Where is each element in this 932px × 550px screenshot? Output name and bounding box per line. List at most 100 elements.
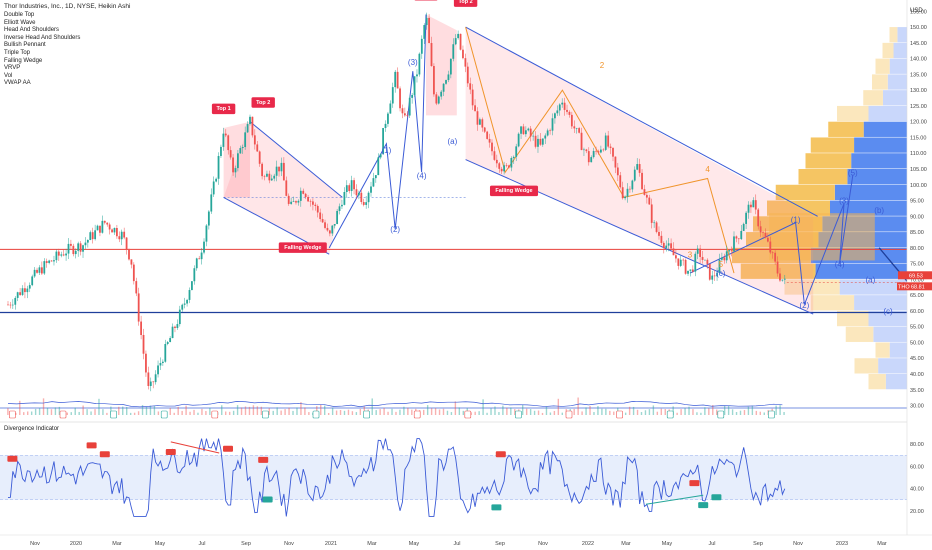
indicator-item[interactable]: Inverse Head And Shoulders xyxy=(4,34,81,41)
volume-bar xyxy=(347,409,350,415)
volume-profile-bar xyxy=(893,42,907,59)
candle xyxy=(193,268,196,282)
indicator-item[interactable]: VRVP xyxy=(4,65,21,72)
x-tick-label: Sep xyxy=(495,541,505,547)
volume-bar xyxy=(7,408,9,415)
volume-bar xyxy=(442,408,445,415)
indicator-item[interactable]: Head And Shoulders xyxy=(4,27,60,34)
volume-bar xyxy=(462,410,464,415)
candle xyxy=(140,321,142,335)
candle xyxy=(527,128,530,131)
indicator-item[interactable]: Double Top xyxy=(4,12,35,18)
wave-label: (2) xyxy=(390,225,400,234)
volume-profile-bar xyxy=(875,58,890,74)
candle xyxy=(638,164,641,173)
candle xyxy=(229,150,232,158)
volume-profile-bar xyxy=(830,200,907,216)
wave-label: (a) xyxy=(448,137,458,146)
volume-profile-bar xyxy=(885,374,907,390)
candle xyxy=(471,89,474,106)
volume-bar xyxy=(783,411,785,415)
indicator-item[interactable]: Vol xyxy=(4,72,13,79)
divergence-line xyxy=(645,494,704,505)
volume-bar xyxy=(320,404,322,415)
volume-bar xyxy=(755,410,758,415)
osc-tick-label: 40.00 xyxy=(910,487,924,493)
candle xyxy=(307,197,309,202)
candle xyxy=(524,130,527,135)
candle xyxy=(774,252,777,262)
candle xyxy=(609,146,612,148)
candle xyxy=(203,241,205,253)
indicator-item[interactable]: Bullish Pennant xyxy=(4,42,46,49)
volume-profile-bar xyxy=(837,310,869,327)
volume-bar xyxy=(46,407,49,415)
volume-bar xyxy=(153,405,156,415)
candle xyxy=(62,254,65,256)
candle xyxy=(360,192,363,203)
indicator-item[interactable]: Elliott Wave xyxy=(4,19,36,26)
volume-bar xyxy=(173,412,175,415)
candle xyxy=(164,344,167,362)
volume-profile-bar xyxy=(837,105,869,122)
candle xyxy=(488,138,491,143)
volume-bar xyxy=(450,412,453,415)
candle xyxy=(776,261,779,274)
volume-bar xyxy=(716,409,718,415)
candle xyxy=(82,245,84,252)
y-tick-label: 45.00 xyxy=(910,356,924,362)
candle xyxy=(266,173,268,177)
indicator-item[interactable]: VWAP AA xyxy=(4,80,31,87)
volume-bar xyxy=(747,406,750,415)
volume-bar xyxy=(157,411,160,415)
candle xyxy=(333,224,336,226)
candle xyxy=(43,261,46,274)
volume-bar xyxy=(145,407,148,415)
volume-profile-bar xyxy=(854,295,907,311)
candle xyxy=(96,225,99,231)
candle xyxy=(425,17,428,26)
candle xyxy=(420,38,423,54)
event-marker xyxy=(9,410,16,419)
volume-bar xyxy=(221,405,223,415)
volume-bar xyxy=(680,409,682,415)
candle xyxy=(292,201,295,202)
top-label-box xyxy=(211,103,236,115)
candle xyxy=(687,270,689,274)
candle xyxy=(268,173,271,181)
divergence-title: Divergence Indicator xyxy=(4,426,60,432)
indicator-item[interactable]: Triple Top xyxy=(4,49,31,56)
wave-label: (3) xyxy=(408,58,418,67)
volume-bar xyxy=(276,407,278,415)
candle xyxy=(411,94,414,98)
x-tick-label: 2023 xyxy=(836,541,848,547)
candle xyxy=(650,204,653,223)
candle xyxy=(399,88,401,109)
candle xyxy=(106,222,109,225)
y-tick-label: 85.00 xyxy=(910,230,924,236)
volume-profile-bar xyxy=(889,27,898,43)
candle xyxy=(137,293,140,322)
volume-profile-bar xyxy=(810,295,855,311)
volume-profile-bar xyxy=(897,27,907,43)
y-tick-label: 70.00 xyxy=(910,277,924,283)
wave-label: (1) xyxy=(791,216,801,225)
indicator-item[interactable]: Falling Wedge xyxy=(4,57,43,64)
volume-bar xyxy=(700,412,702,415)
candle xyxy=(145,353,147,373)
event-marker xyxy=(262,410,269,419)
candle xyxy=(660,235,663,243)
bear-divergence-tag xyxy=(7,455,18,462)
bear-divergence-tag xyxy=(165,449,176,456)
volume-profile-bar xyxy=(775,184,835,201)
volume-bar xyxy=(731,409,734,415)
wave-label: (4) xyxy=(835,260,845,269)
volume-bar xyxy=(751,405,754,415)
volume-bar xyxy=(308,412,310,415)
volume-bar xyxy=(581,411,583,415)
wedge-line xyxy=(465,159,814,315)
volume-bar xyxy=(272,410,274,415)
candle xyxy=(74,250,77,255)
volume-bar xyxy=(708,408,710,415)
